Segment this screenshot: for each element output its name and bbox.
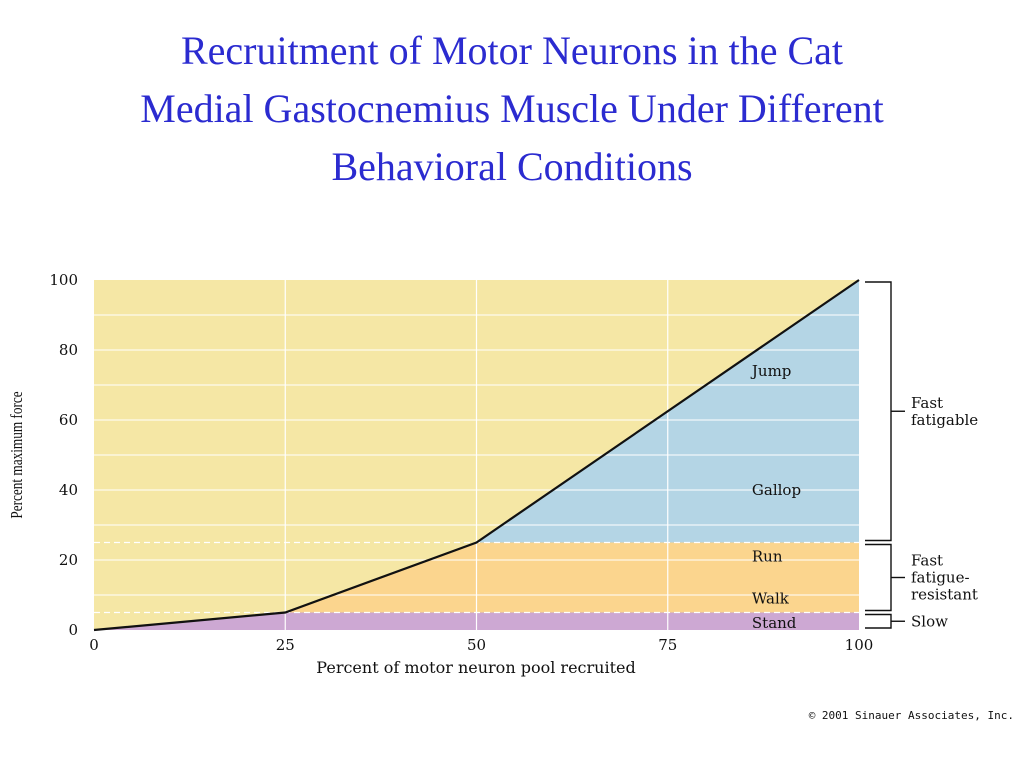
y-tick-label: 80 (59, 341, 78, 359)
y-tick-label: 100 (49, 271, 78, 289)
x-tick-label: 50 (467, 636, 486, 654)
title-line-1: Recruitment of Motor Neurons in the Cat (180, 28, 844, 73)
x-tick-label: 100 (845, 636, 874, 654)
behavior-label: Run (752, 548, 783, 566)
y-tick-label: 0 (68, 621, 78, 639)
y-tick-label: 60 (59, 411, 78, 429)
x-tick-label: 0 (89, 636, 99, 654)
behavior-label: Jump (750, 362, 792, 380)
unit-type-label: fatigable (911, 411, 978, 429)
x-tick-label: 25 (276, 636, 295, 654)
behavior-label: Gallop (752, 481, 801, 499)
unit-bracket (865, 613, 892, 629)
unit-type-label: Fast (911, 552, 943, 570)
x-axis-title: Percent of motor neuron pool recruited (316, 658, 635, 677)
unit-bracket (865, 543, 892, 612)
y-tick-label: 40 (59, 481, 78, 499)
behavior-label: Walk (752, 590, 790, 608)
unit-bracket (865, 281, 892, 542)
unit-type-label: resistant (911, 586, 978, 604)
y-tick-label: 20 (59, 551, 78, 569)
title-line-2: Medial Gastocnemius Muscle Under Differe… (140, 86, 884, 131)
unit-type-label: Slow (911, 612, 948, 630)
behavior-label: Stand (752, 614, 797, 632)
recruitment-line (93, 279, 860, 632)
x-tick-label: 75 (658, 636, 677, 654)
chart-title: Recruitment of Motor Neurons in the Cat … (0, 22, 1024, 196)
title-line-3: Behavioral Conditions (331, 144, 693, 189)
unit-type-label: Fast (911, 394, 943, 412)
copyright-notice: © 2001 Sinauer Associates, Inc. (808, 709, 1014, 722)
unit-type-label: fatigue- (911, 569, 970, 587)
y-axis-title: Percent maximum force (8, 391, 27, 519)
